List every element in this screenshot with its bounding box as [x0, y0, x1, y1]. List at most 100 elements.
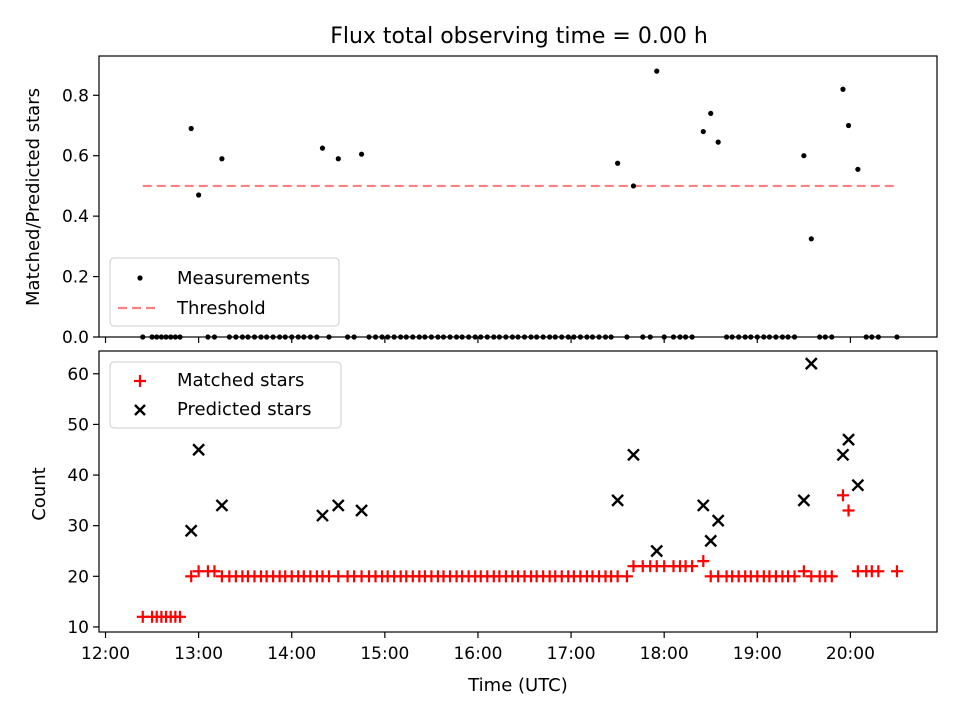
x-tick-label: 13:00: [174, 644, 223, 664]
measurement-point: [596, 334, 602, 340]
measurement-point: [496, 334, 502, 340]
y-tick-label: 0.8: [62, 86, 89, 106]
measurement-point: [559, 334, 565, 340]
measurement-point: [630, 183, 637, 189]
measurement-point: [149, 334, 155, 340]
bottom-y-ticks: 10 20 30 40 50 60: [67, 365, 99, 638]
measurement-point: [428, 334, 435, 340]
legend-matched-marker: [134, 375, 146, 387]
measurement-points: [140, 68, 900, 340]
legend-measurements-marker: [137, 275, 143, 281]
predicted-star-point: [851, 478, 865, 492]
x-tick-label: 19:00: [733, 644, 782, 664]
measurement-point: [410, 334, 416, 340]
measurement-point: [855, 166, 861, 172]
predicted-star-point: [355, 504, 368, 517]
top-y-ticks: 0.0 0.2 0.4 0.6 0.8: [62, 86, 99, 348]
measurement-point: [766, 334, 773, 340]
measurement-point: [307, 334, 313, 340]
measurement-point: [840, 86, 846, 92]
measurement-point: [270, 334, 276, 340]
measurement-point: [398, 334, 404, 340]
y-tick-label: 20: [67, 567, 89, 587]
measurement-point: [779, 334, 786, 340]
measurement-point: [301, 334, 307, 340]
measurement-point: [478, 334, 484, 340]
matched-star-point: [842, 504, 855, 517]
measurement-point: [754, 334, 760, 340]
measurement-point: [869, 334, 875, 340]
measurement-point: [345, 334, 351, 340]
measurement-point: [503, 334, 509, 340]
measurement-point: [761, 334, 767, 340]
x-tick-label: 16:00: [453, 644, 502, 664]
predicted-star-point: [215, 499, 229, 512]
measurement-point: [540, 334, 546, 340]
measurement-point: [140, 334, 146, 340]
measurement-point: [158, 334, 164, 340]
predicted-star-point: [331, 499, 345, 512]
measurement-point: [785, 334, 791, 340]
measurement-point: [801, 153, 807, 159]
measurement-point: [459, 334, 465, 340]
matched-star-point: [890, 565, 903, 578]
measurement-point: [245, 334, 251, 340]
predicted-star-point: [316, 509, 329, 522]
matched-star-point: [208, 565, 221, 578]
measurement-point: [391, 334, 397, 340]
x-tick-label: 15:00: [360, 644, 409, 664]
measurement-point: [736, 334, 742, 340]
measurement-point: [547, 334, 553, 340]
y-tick-label: 50: [67, 415, 89, 435]
measurement-point: [205, 334, 211, 340]
predicted-star-point: [797, 494, 811, 507]
measurement-point: [239, 334, 245, 340]
measurement-point: [624, 334, 630, 340]
measurement-point: [875, 334, 881, 340]
measurement-point: [748, 334, 754, 340]
legend-predicted-marker: [134, 404, 146, 416]
measurement-point: [528, 334, 534, 340]
y-tick-label: 40: [67, 466, 89, 486]
measurement-point: [196, 192, 202, 198]
measurement-point: [509, 334, 516, 340]
measurement-point: [472, 334, 478, 340]
bottom-x-ticks: 12:00 13:00 14:00 15:00 16:00 17:00 18:00 19:00…: [81, 632, 875, 664]
y-tick-label: 0.0: [62, 328, 89, 348]
measurement-point: [258, 334, 264, 340]
matched-star-point: [788, 570, 801, 583]
measurement-point: [295, 334, 301, 340]
y-tick-label: 60: [67, 365, 89, 385]
measurement-point: [729, 334, 735, 340]
x-tick-label: 14:00: [267, 644, 316, 664]
predicted-star-point: [711, 514, 725, 527]
measurement-point: [491, 334, 497, 340]
measurement-point: [226, 334, 232, 340]
matched-star-point: [620, 570, 633, 583]
measurement-point: [791, 334, 798, 340]
measurement-point: [534, 334, 540, 340]
measurement-point: [723, 334, 730, 340]
measurement-point: [453, 334, 460, 340]
matched-star-point: [797, 565, 810, 578]
measurement-point: [172, 334, 178, 340]
measurement-point: [521, 334, 528, 340]
measurement-point: [647, 334, 653, 340]
measurement-point: [416, 334, 422, 340]
bottom-panel: 10 20 30 40 50 60 12:00 13:00 14:00 15:00 16:00 17…: [29, 350, 938, 696]
legend-threshold-label: Threshold: [176, 298, 266, 319]
legend-matched-label: Matched stars: [177, 370, 304, 391]
measurement-point: [589, 334, 596, 340]
predicted-star-point: [627, 448, 640, 462]
measurement-point: [422, 334, 428, 340]
measurement-point: [366, 334, 372, 340]
measurement-point: [319, 145, 326, 151]
matched-star-point: [872, 565, 885, 578]
x-tick-label: 18:00: [640, 644, 689, 664]
y-tick-label: 0.2: [62, 268, 89, 288]
x-tick-label: 17:00: [547, 644, 596, 664]
measurement-point: [372, 334, 379, 340]
chart-title: Flux total observing time = 0.00 h: [330, 24, 708, 49]
measurement-point: [484, 334, 490, 340]
